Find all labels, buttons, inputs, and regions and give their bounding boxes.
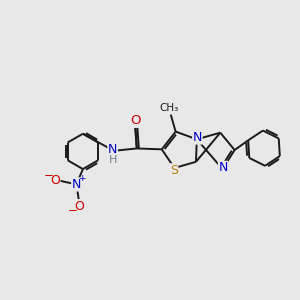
Text: H: H: [108, 154, 117, 165]
Text: N: N: [72, 178, 81, 191]
Text: CH₃: CH₃: [159, 103, 178, 112]
Text: N: N: [218, 161, 228, 174]
Text: N: N: [108, 143, 117, 156]
Text: −: −: [44, 169, 54, 182]
Text: O: O: [50, 174, 60, 187]
Text: O: O: [74, 200, 84, 213]
Text: S: S: [170, 164, 178, 177]
Text: N: N: [193, 131, 202, 144]
Text: −: −: [68, 204, 78, 218]
Text: O: O: [130, 114, 141, 127]
Text: +: +: [78, 174, 85, 183]
